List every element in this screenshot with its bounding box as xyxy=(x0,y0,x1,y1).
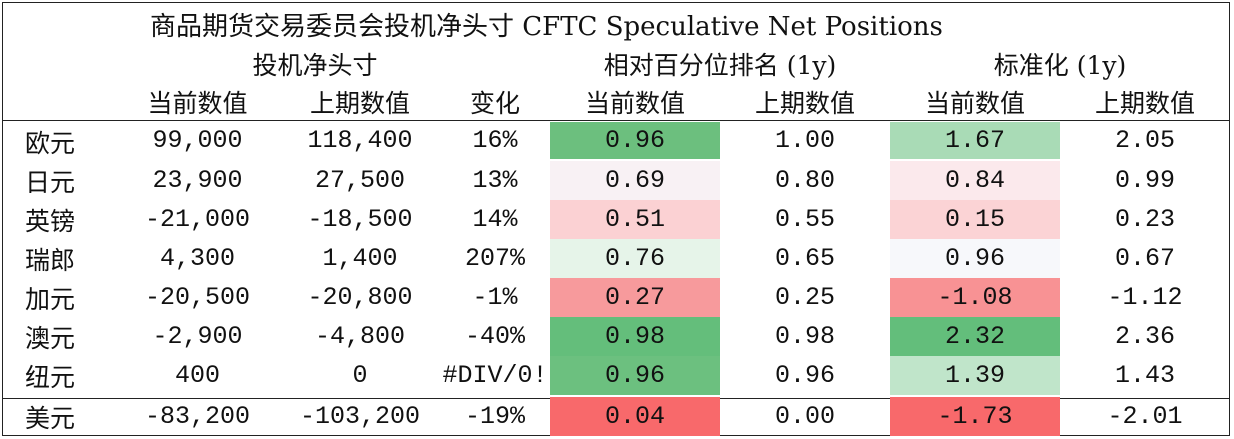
table-cell: -21,000 xyxy=(144,205,251,234)
table-cell: 0.96 xyxy=(550,122,720,159)
table-cell: -103,200 xyxy=(299,402,421,431)
row-label: 加元 xyxy=(25,284,76,314)
table-cell: 0.96 xyxy=(774,361,835,390)
column-header: 变化 xyxy=(469,89,520,118)
table-cell: 2.05 xyxy=(1114,126,1175,155)
table-cell: 1.67 xyxy=(890,122,1060,159)
table-cell: 1,400 xyxy=(322,244,398,273)
table-cell: -4,800 xyxy=(314,322,405,351)
table-cell: 27,500 xyxy=(314,166,405,195)
table-cell: 0.76 xyxy=(550,239,720,278)
table-cell: 0.55 xyxy=(774,205,835,234)
table-cell: -40% xyxy=(464,322,525,351)
table-cell: 0.25 xyxy=(774,283,835,312)
table-cell: 0.98 xyxy=(774,322,835,351)
group-header: 投机净头寸 xyxy=(252,51,378,80)
table-cell: 0.69 xyxy=(550,161,720,200)
table-cell: 0 xyxy=(352,361,368,390)
column-header: 上期数值 xyxy=(754,89,855,118)
table-cell: 207% xyxy=(464,244,525,273)
group-header: 相对百分位排名 (1y) xyxy=(603,51,837,80)
table-cell: 23,900 xyxy=(152,166,243,195)
table-cell: 0.96 xyxy=(890,239,1060,278)
table-cell: 0.98 xyxy=(550,317,720,356)
column-header: 上期数值 xyxy=(309,89,410,118)
table-cell: 1.43 xyxy=(1114,361,1175,390)
table-cell: 14% xyxy=(472,205,518,234)
table-cell: 0.04 xyxy=(550,397,720,436)
row-label: 澳元 xyxy=(25,323,76,353)
table-cell: 0.65 xyxy=(774,244,835,273)
table-cell: #DIV/0! xyxy=(442,361,548,390)
row-label: 美元 xyxy=(25,403,76,433)
table-cell: 0.23 xyxy=(1114,205,1175,234)
table-cell: -20,500 xyxy=(144,283,251,312)
column-header: 当前数值 xyxy=(924,89,1025,118)
table-cell: -83,200 xyxy=(144,402,251,431)
table-cell: 0.99 xyxy=(1114,166,1175,195)
table-cell: -19% xyxy=(464,402,525,431)
table-cell: -1.08 xyxy=(890,278,1060,317)
row-label: 英镑 xyxy=(25,206,76,236)
table-cell: -1% xyxy=(472,283,518,312)
column-header: 上期数值 xyxy=(1094,89,1195,118)
group-header: 标准化 (1y) xyxy=(993,51,1127,80)
row-label: 欧元 xyxy=(25,128,76,158)
table-title: 商品期货交易委员会投机净头寸 CFTC Speculative Net Posi… xyxy=(150,11,943,42)
table-cell: -20,800 xyxy=(307,283,413,312)
table-cell: 400 xyxy=(174,361,220,390)
table-cell: -1.73 xyxy=(890,397,1060,436)
row-label: 日元 xyxy=(25,167,76,197)
table-cell: 16% xyxy=(472,126,518,155)
header-rule xyxy=(2,120,1230,121)
table-cell: 118,400 xyxy=(307,126,413,155)
column-header: 当前数值 xyxy=(584,89,685,118)
table-cell: 0.15 xyxy=(890,200,1060,239)
row-label: 瑞郎 xyxy=(25,245,76,275)
table-cell: 0.80 xyxy=(774,166,835,195)
table-cell: 0.27 xyxy=(550,278,720,317)
table-cell: 1.00 xyxy=(774,126,835,155)
table-cell: -2,900 xyxy=(152,322,243,351)
table-cell: 4,300 xyxy=(159,244,235,273)
column-header: 当前数值 xyxy=(147,89,248,118)
table-cell: 0.84 xyxy=(890,161,1060,200)
table-cell: -1.12 xyxy=(1107,283,1183,312)
table-cell: 0.00 xyxy=(774,402,835,431)
table-cell: 0.51 xyxy=(550,200,720,239)
row-label: 纽元 xyxy=(25,362,76,392)
table-cell: 2.36 xyxy=(1114,322,1175,351)
table-cell: -18,500 xyxy=(307,205,413,234)
table-cell: 13% xyxy=(472,166,518,195)
table-cell: 99,000 xyxy=(152,126,243,155)
table-cell: 1.39 xyxy=(890,356,1060,395)
table-cell: 2.32 xyxy=(890,317,1060,356)
table-cell: 0.67 xyxy=(1114,244,1175,273)
table-cell: -2.01 xyxy=(1107,402,1183,431)
table-cell: 0.96 xyxy=(550,356,720,395)
